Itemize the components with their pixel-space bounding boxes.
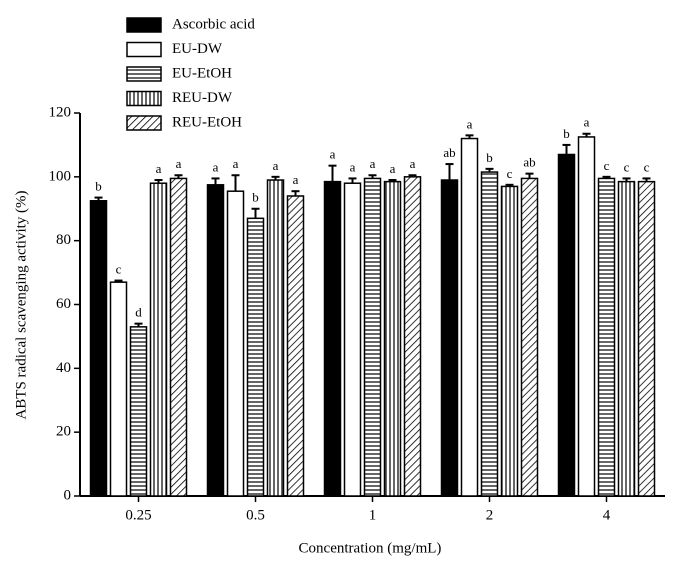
y-tick-label: 20	[56, 424, 71, 440]
legend-label: EU-DW	[172, 41, 223, 57]
bar	[440, 179, 459, 497]
significance-label: a	[467, 116, 473, 131]
legend-label: REU-EtOH	[172, 114, 242, 130]
significance-label: a	[273, 158, 279, 173]
bar	[109, 281, 128, 497]
significance-label: c	[624, 159, 630, 174]
y-tick-label: 60	[56, 296, 71, 312]
significance-label: c	[604, 158, 610, 173]
x-tick-label: 1	[369, 507, 377, 523]
bar	[363, 177, 382, 497]
legend-swatch	[126, 41, 162, 58]
significance-label: a	[213, 159, 219, 174]
bar	[129, 326, 148, 497]
significance-label: b	[563, 126, 570, 141]
x-tick-label: 2	[486, 507, 494, 523]
legend-label: EU-EtOH	[172, 65, 232, 81]
significance-label: ab	[523, 155, 535, 170]
significance-label: a	[156, 161, 162, 176]
y-tick-label: 100	[49, 168, 72, 184]
bar	[343, 182, 362, 497]
significance-label: c	[116, 262, 122, 277]
bar	[226, 190, 245, 497]
bar	[149, 182, 168, 497]
bar	[617, 180, 636, 497]
significance-label: a	[350, 159, 356, 174]
legend-swatch	[126, 17, 162, 33]
legend-swatch	[126, 66, 162, 82]
y-axis-label: ABTS radical scavenging activity (%)	[13, 190, 29, 419]
bar	[460, 137, 479, 497]
bar	[500, 185, 519, 497]
y-tick-label: 0	[64, 487, 72, 503]
significance-label: a	[584, 115, 590, 130]
bar	[520, 177, 539, 497]
bar	[637, 180, 656, 497]
y-tick-label: 40	[56, 360, 71, 376]
significance-label: d	[135, 305, 142, 320]
bar	[323, 180, 342, 497]
significance-label: a	[410, 156, 416, 171]
significance-label: c	[644, 159, 650, 174]
significance-label: a	[330, 147, 336, 162]
x-tick-label: 4	[603, 507, 611, 523]
significance-label: b	[252, 190, 259, 205]
x-tick-label: 0.25	[125, 507, 151, 523]
significance-label: a	[370, 156, 376, 171]
bar	[597, 177, 616, 497]
bar	[383, 180, 402, 497]
legend-swatch	[126, 90, 162, 107]
bar	[286, 195, 305, 497]
bar	[89, 200, 108, 497]
bar	[246, 217, 265, 497]
bar	[169, 177, 188, 497]
significance-label: a	[390, 161, 396, 176]
significance-label: ab	[443, 145, 455, 160]
y-tick-label: 80	[56, 232, 71, 248]
legend-label: Ascorbic acid	[172, 16, 255, 32]
significance-label: b	[486, 150, 493, 165]
bar	[577, 136, 596, 497]
significance-label: c	[507, 166, 513, 181]
bar	[266, 179, 285, 497]
legend-swatch	[126, 115, 162, 131]
legend-label: REU-DW	[172, 90, 233, 106]
significance-label: b	[95, 179, 102, 194]
x-tick-label: 0.5	[246, 507, 265, 523]
significance-label: a	[293, 172, 299, 187]
y-tick-label: 120	[49, 104, 72, 120]
significance-label: a	[176, 156, 182, 171]
x-axis-label: Concentration (mg/mL)	[299, 540, 442, 556]
bar	[206, 184, 225, 497]
bar	[557, 153, 576, 497]
bar	[403, 176, 422, 497]
significance-label: a	[233, 156, 239, 171]
bar	[480, 171, 499, 497]
